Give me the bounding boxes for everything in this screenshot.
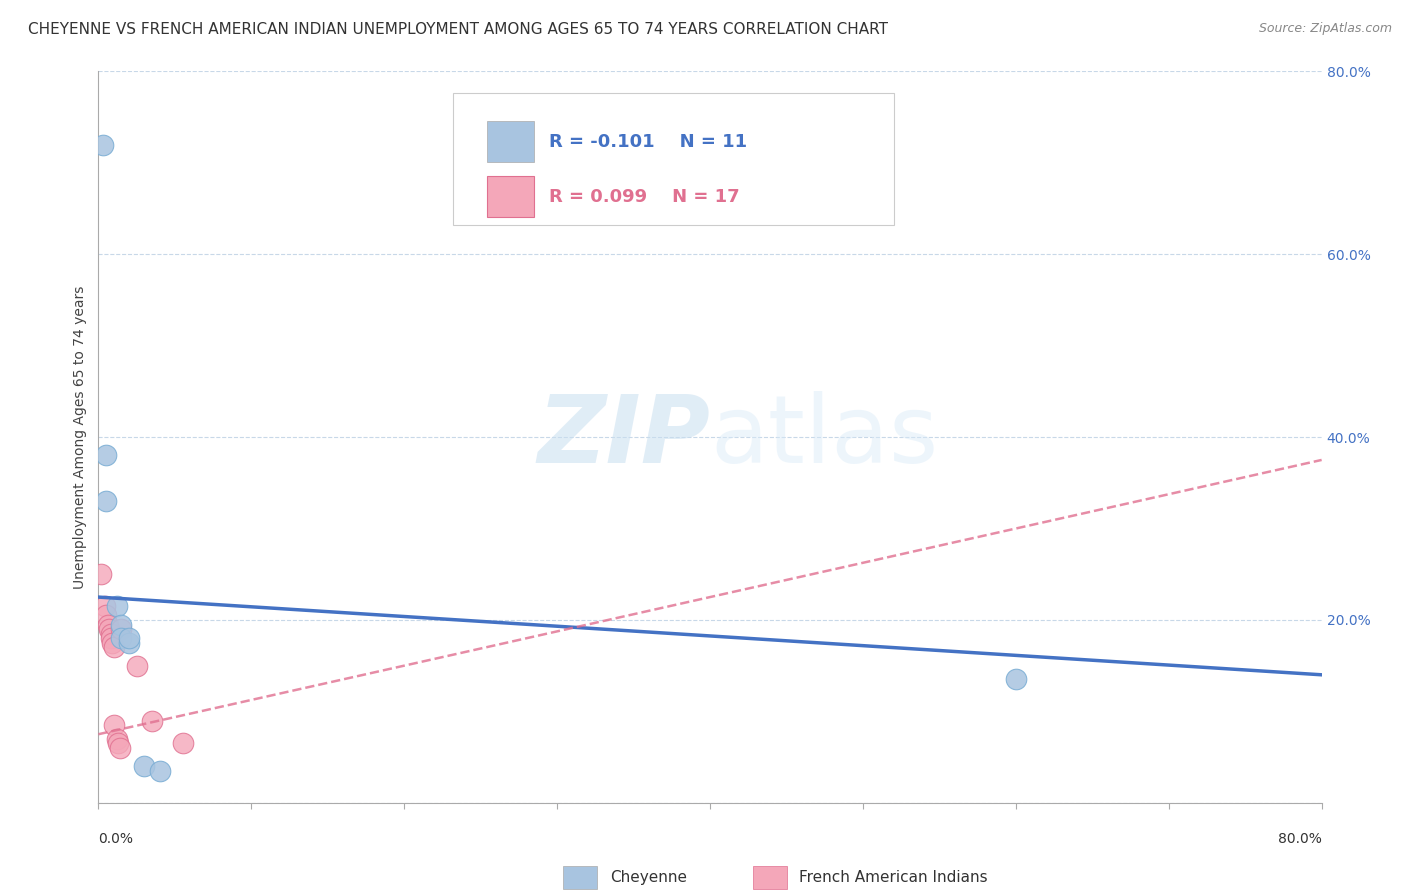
Point bbox=[90, 567, 112, 582]
Text: Cheyenne: Cheyenne bbox=[610, 870, 686, 885]
Text: R = -0.101    N = 11: R = -0.101 N = 11 bbox=[548, 133, 747, 151]
Text: French American Indians: French American Indians bbox=[800, 870, 988, 885]
Text: atlas: atlas bbox=[710, 391, 938, 483]
Bar bbox=[752, 866, 787, 889]
Point bbox=[100, 632, 122, 646]
Y-axis label: Unemployment Among Ages 65 to 74 years: Unemployment Among Ages 65 to 74 years bbox=[73, 285, 87, 589]
Point bbox=[94, 449, 117, 463]
Point bbox=[141, 714, 163, 728]
Point bbox=[94, 608, 117, 623]
Point bbox=[103, 718, 125, 732]
Text: ZIP: ZIP bbox=[537, 391, 710, 483]
Point bbox=[125, 658, 148, 673]
Point bbox=[97, 617, 120, 632]
Point bbox=[108, 740, 131, 755]
Point bbox=[94, 494, 117, 508]
Text: 80.0%: 80.0% bbox=[1278, 832, 1322, 846]
Point bbox=[118, 632, 141, 646]
Point bbox=[100, 626, 122, 640]
Point bbox=[110, 617, 132, 632]
Point bbox=[105, 599, 128, 614]
Point bbox=[110, 632, 132, 646]
Point bbox=[1004, 673, 1026, 687]
Text: Source: ZipAtlas.com: Source: ZipAtlas.com bbox=[1258, 22, 1392, 36]
Point bbox=[98, 622, 121, 636]
FancyBboxPatch shape bbox=[453, 94, 894, 225]
Point bbox=[91, 137, 114, 152]
Bar bbox=[488, 121, 534, 161]
Text: R = 0.099    N = 17: R = 0.099 N = 17 bbox=[548, 187, 740, 205]
Text: CHEYENNE VS FRENCH AMERICAN INDIAN UNEMPLOYMENT AMONG AGES 65 TO 74 YEARS CORREL: CHEYENNE VS FRENCH AMERICAN INDIAN UNEMP… bbox=[28, 22, 889, 37]
Point bbox=[118, 636, 141, 650]
Point bbox=[107, 736, 129, 750]
Point bbox=[134, 759, 156, 773]
Point bbox=[172, 736, 194, 750]
Point bbox=[149, 764, 172, 778]
Bar bbox=[488, 177, 534, 217]
Point bbox=[110, 622, 132, 636]
Point bbox=[105, 731, 128, 746]
Bar bbox=[564, 866, 598, 889]
Point bbox=[93, 599, 115, 614]
Text: 0.0%: 0.0% bbox=[98, 832, 134, 846]
Point bbox=[103, 640, 125, 655]
Point bbox=[101, 636, 124, 650]
